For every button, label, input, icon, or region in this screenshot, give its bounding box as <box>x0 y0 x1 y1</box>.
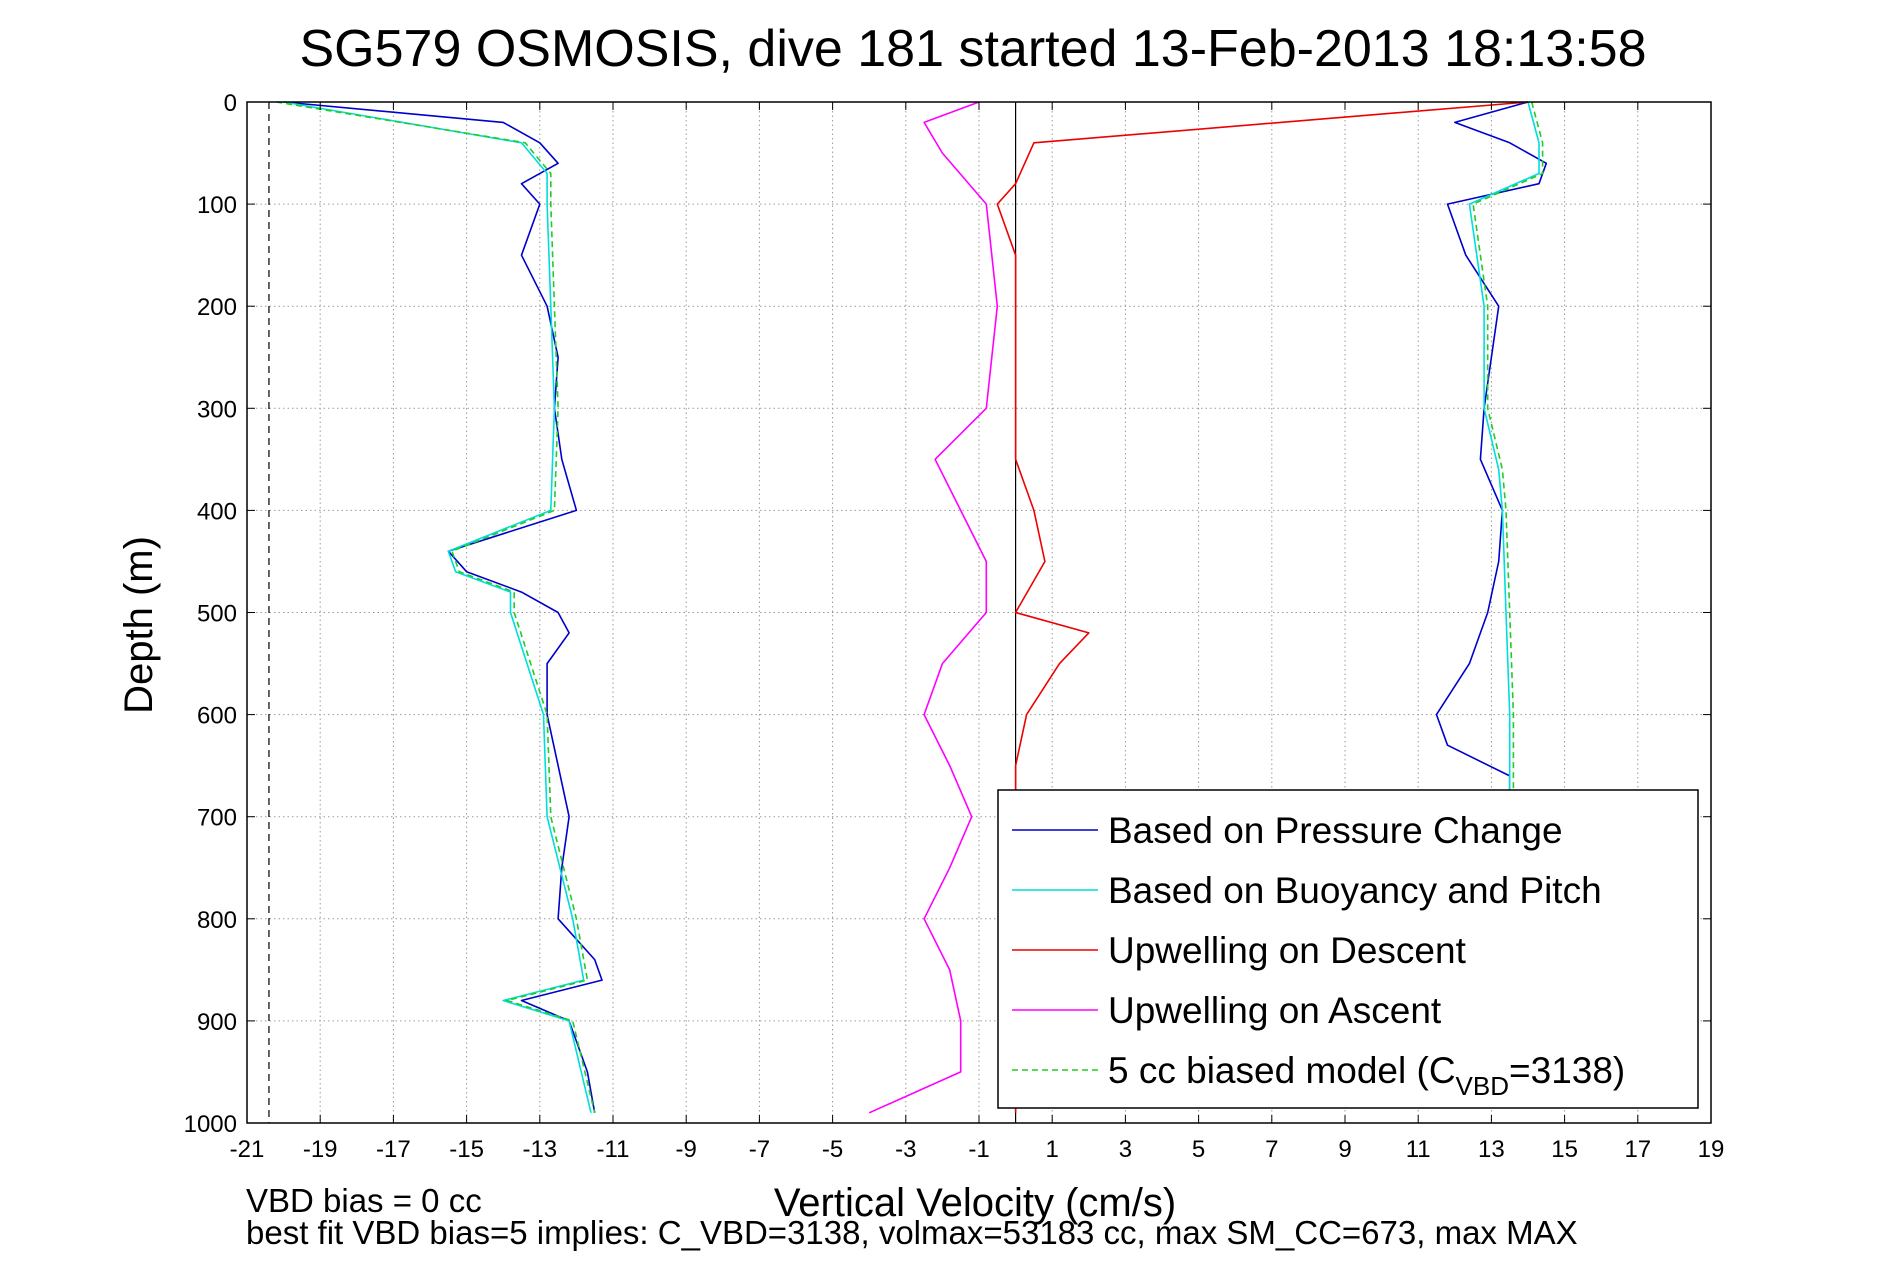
x-tick-label: 13 <box>1478 1136 1505 1163</box>
y-tick-label: 200 <box>197 294 237 321</box>
y-tick-label: 600 <box>197 703 237 730</box>
legend-label: 5 cc biased model (CVBD=3138) <box>1108 1050 1625 1101</box>
series-line-3-profile-0 <box>868 101 999 1114</box>
x-tick-label: 15 <box>1551 1136 1578 1163</box>
series-line-1-profile-1 <box>1468 101 1540 817</box>
series-line-4-profile-0 <box>276 101 596 1113</box>
y-tick-label: 900 <box>197 1009 237 1036</box>
x-tick-label: 3 <box>1119 1136 1132 1163</box>
x-tick-label: -1 <box>968 1136 989 1163</box>
x-tick-label: -11 <box>597 1136 630 1163</box>
legend-label: Upwelling on Descent <box>1108 930 1467 971</box>
x-tick-label: -5 <box>822 1136 843 1163</box>
x-tick-label: 17 <box>1624 1136 1651 1163</box>
x-axis-label: Vertical Velocity (cm/s) <box>774 1181 1176 1225</box>
axis-ticks: -21 -19 -17 -15 -13 -11 -9 -7 -5 -3 -1 1 3 5 7 9 11 13 15 1… <box>184 90 1725 1163</box>
x-tick-label: -9 <box>676 1136 697 1163</box>
x-tick-label: 19 <box>1698 1136 1725 1163</box>
chart-title: SG579 OSMOSIS, dive 181 started 13-Feb-2… <box>299 20 1646 78</box>
series-line-4-profile-1 <box>1472 101 1544 817</box>
y-tick-label: 1000 <box>184 1111 237 1138</box>
legend: Based on Pressure Change Based on Buoyanc… <box>997 789 1699 1109</box>
x-tick-label: 9 <box>1338 1136 1351 1163</box>
legend-label: Based on Buoyancy and Pitch <box>1108 870 1602 911</box>
legend-label: Upwelling on Ascent <box>1108 990 1442 1031</box>
vbd-bias-note: VBD bias = 0 cc <box>246 1182 482 1219</box>
x-tick-label: -13 <box>522 1136 557 1163</box>
y-tick-label: 800 <box>197 907 237 934</box>
x-tick-label: -19 <box>303 1136 338 1163</box>
x-tick-label: 11 <box>1406 1136 1431 1163</box>
legend-label: Based on Pressure Change <box>1108 810 1563 851</box>
y-tick-label: 100 <box>197 192 237 219</box>
y-axis-label: Depth (m) <box>117 536 161 714</box>
x-tick-label: 1 <box>1046 1136 1059 1163</box>
y-tick-label: 300 <box>197 396 237 423</box>
y-tick-label: 700 <box>197 805 237 832</box>
best-fit-note: best fit VBD bias=5 implies: C_VBD=3138,… <box>246 1214 1578 1251</box>
x-tick-label: -7 <box>749 1136 770 1163</box>
x-tick-label: -17 <box>376 1136 411 1163</box>
y-tick-label: 400 <box>197 498 237 525</box>
y-tick-label: 0 <box>224 90 237 117</box>
y-tick-label: 500 <box>197 601 237 628</box>
x-tick-label: 7 <box>1265 1136 1278 1163</box>
x-tick-label: -3 <box>895 1136 916 1163</box>
legend-box <box>997 789 1699 1109</box>
x-tick-label: -15 <box>449 1136 484 1163</box>
x-tick-label: -21 <box>230 1136 265 1163</box>
series-line-1-profile-0 <box>283 101 592 1113</box>
x-tick-label: 5 <box>1192 1136 1205 1163</box>
series-line-0-profile-0 <box>283 101 603 1113</box>
